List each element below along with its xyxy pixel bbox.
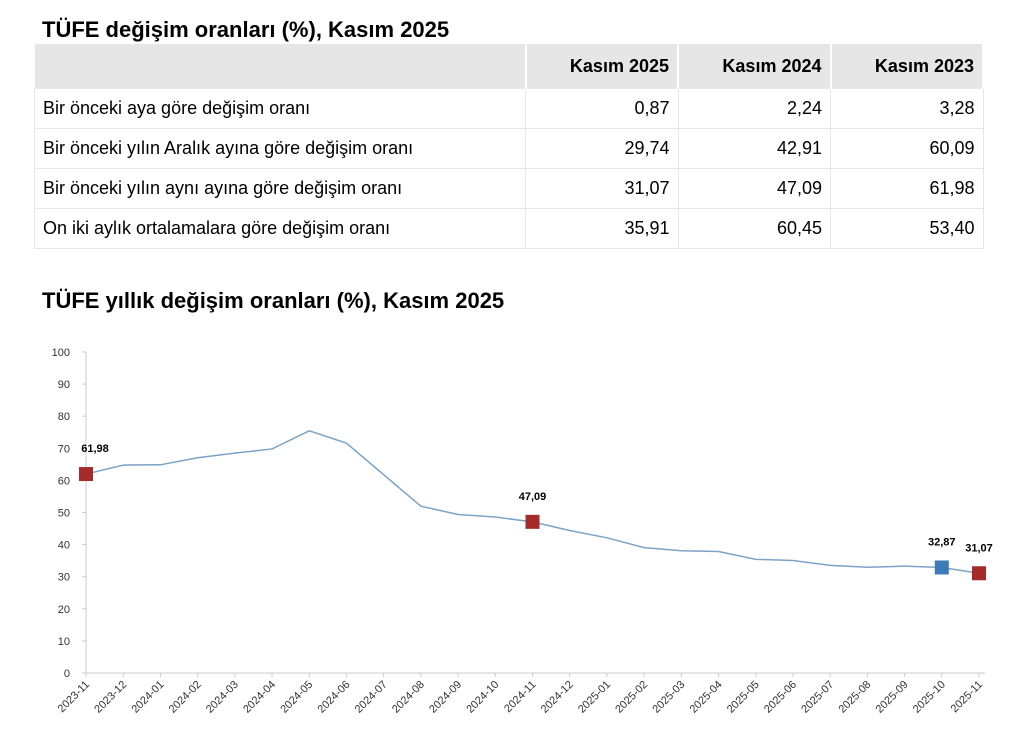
marker	[79, 467, 93, 482]
x-tick-label: 2025-05	[725, 679, 762, 716]
table-cell: 3,28	[830, 88, 984, 129]
x-tick-label: 2024-07	[353, 679, 390, 716]
table-cell: 2,24	[677, 88, 831, 129]
x-tick-label: 2025-08	[836, 679, 873, 716]
header-cell: Kasım 2023	[830, 44, 984, 89]
x-tick-label: 2025-11	[949, 679, 985, 715]
x-tick-label: 2025-02	[613, 679, 650, 716]
x-tick-label: 2025-09	[874, 679, 911, 716]
header-cell: Kasım 2025	[525, 44, 679, 89]
y-tick-label: 80	[58, 411, 70, 423]
table-cell: 35,91	[525, 208, 679, 249]
table-cell: Bir önceki aya göre değişim oranı	[34, 88, 526, 129]
table-row: On iki aylık ortalamalara göre değişim o…	[34, 208, 984, 249]
y-tick-label: 20	[58, 604, 70, 616]
x-tick-label: 2024-08	[390, 679, 427, 716]
table-cell: On iki aylık ortalamalara göre değişim o…	[34, 208, 526, 249]
x-tick-label: 2024-01	[130, 679, 167, 716]
y-tick-label: 90	[58, 379, 70, 391]
table-row: Bir önceki yılın aynı ayına göre değişim…	[34, 168, 984, 209]
table-row: Bir önceki yılın Aralık ayına göre değiş…	[34, 128, 984, 169]
x-tick-label: 2024-09	[427, 679, 464, 716]
x-tick-label: 2024-03	[204, 679, 241, 716]
marker	[525, 514, 540, 529]
y-tick-label: 0	[64, 668, 70, 680]
y-tick-label: 40	[58, 540, 70, 552]
x-tick-label: 2024-02	[167, 679, 204, 716]
header-row: Kasım 2025 Kasım 2024 Kasım 2023	[34, 44, 984, 89]
x-tick-label: 2025-04	[688, 679, 725, 716]
data-label: 47,09	[519, 491, 547, 503]
x-tick-label: 2023-11	[56, 679, 92, 715]
x-tick-label: 2024-10	[464, 679, 501, 716]
y-tick-label: 10	[58, 636, 70, 648]
y-tick-label: 30	[58, 572, 70, 584]
data-label: 31,07	[965, 542, 993, 554]
marker	[934, 560, 949, 575]
data-table: Kasım 2025 Kasım 2024 Kasım 2023 Bir önceki…	[34, 44, 984, 249]
x-tick-label: 2025-07	[799, 679, 836, 716]
y-tick-label: 60	[58, 475, 70, 487]
x-tick-label: 2025-10	[911, 679, 948, 716]
table-cell: Bir önceki yılın aynı ayına göre değişim…	[34, 168, 526, 209]
y-tick-label: 70	[58, 443, 70, 455]
x-tick-label: 2024-11	[502, 679, 538, 715]
x-tick-label: 2024-05	[278, 679, 315, 716]
chart-title: TÜFE yıllık değişim oranları (%), Kasım …	[42, 288, 505, 313]
header-cell: Kasım 2024	[678, 44, 832, 89]
table-cell: 61,98	[830, 168, 984, 209]
data-label: 61,98	[81, 443, 109, 455]
table-cell: 60,45	[677, 208, 831, 249]
table-cell: 42,91	[677, 128, 831, 169]
table-cell: Bir önceki yılın Aralık ayına göre değiş…	[34, 128, 526, 169]
table-cell: 60,09	[830, 128, 984, 169]
table-cell: 29,74	[525, 128, 679, 169]
x-tick-label: 2023-12	[92, 679, 129, 716]
x-tick-label: 2025-06	[762, 679, 799, 716]
y-tick-label: 100	[52, 347, 70, 359]
y-tick-label: 50	[58, 508, 70, 520]
header-cell	[34, 44, 527, 89]
x-tick-label: 2024-12	[539, 679, 576, 716]
table-row: Bir önceki aya göre değişim oranı 0,87 2,2…	[34, 88, 984, 129]
table-cell: 0,87	[525, 88, 679, 129]
x-tick-label: 2025-01	[576, 679, 613, 716]
table-cell: 31,07	[525, 168, 679, 209]
table-cell: 53,40	[830, 208, 984, 249]
x-tick-label: 2025-03	[650, 679, 687, 716]
table-title: TÜFE değişim oranları (%), Kasım 2025	[42, 17, 450, 42]
marker	[972, 566, 986, 581]
x-tick-label: 2024-04	[241, 679, 278, 716]
data-label: 32,87	[928, 536, 956, 548]
x-tick-label: 2024-06	[316, 679, 353, 716]
table-cell: 47,09	[677, 168, 831, 209]
